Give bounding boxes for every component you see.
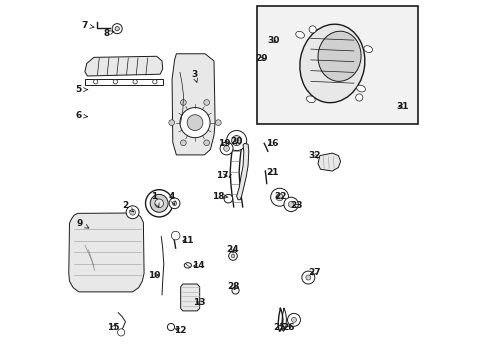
Text: 15: 15: [107, 323, 120, 332]
Text: 28: 28: [226, 282, 239, 291]
Circle shape: [126, 206, 139, 219]
Text: 20: 20: [230, 137, 243, 146]
Circle shape: [287, 202, 293, 207]
Circle shape: [231, 135, 241, 145]
Polygon shape: [85, 79, 163, 85]
Circle shape: [150, 194, 168, 212]
Circle shape: [180, 140, 186, 146]
Circle shape: [180, 108, 210, 138]
Text: 26: 26: [282, 323, 294, 332]
Ellipse shape: [299, 24, 364, 103]
Circle shape: [129, 210, 135, 215]
Circle shape: [224, 194, 232, 203]
Text: 23: 23: [290, 201, 302, 210]
Text: 3: 3: [191, 70, 197, 82]
Circle shape: [270, 188, 288, 206]
Circle shape: [113, 80, 117, 84]
Text: 25: 25: [273, 323, 285, 332]
Text: 18: 18: [212, 192, 227, 201]
Polygon shape: [69, 213, 144, 292]
Circle shape: [220, 142, 233, 155]
Circle shape: [133, 80, 137, 84]
Circle shape: [145, 190, 172, 217]
Circle shape: [117, 329, 124, 336]
Circle shape: [228, 252, 237, 260]
Circle shape: [231, 287, 239, 294]
Ellipse shape: [184, 263, 191, 268]
Text: 31: 31: [396, 102, 408, 111]
Circle shape: [226, 131, 246, 150]
Circle shape: [203, 140, 209, 146]
Text: 32: 32: [307, 151, 320, 160]
Circle shape: [168, 120, 174, 126]
Circle shape: [187, 115, 203, 131]
Text: 9: 9: [76, 219, 89, 228]
Circle shape: [167, 323, 174, 330]
Text: 1: 1: [151, 192, 159, 207]
Circle shape: [231, 254, 234, 258]
Polygon shape: [180, 284, 199, 311]
Bar: [257, 6, 418, 125]
Ellipse shape: [363, 46, 372, 53]
Circle shape: [215, 120, 221, 126]
Circle shape: [223, 145, 229, 151]
Text: 2: 2: [122, 201, 133, 212]
Text: 13: 13: [193, 298, 205, 307]
Text: 19: 19: [218, 139, 231, 148]
Circle shape: [152, 80, 157, 84]
Circle shape: [171, 231, 180, 240]
Circle shape: [169, 198, 180, 209]
Ellipse shape: [295, 31, 304, 38]
Circle shape: [172, 201, 176, 206]
Polygon shape: [172, 54, 215, 155]
Text: 11: 11: [181, 236, 193, 245]
Text: 6: 6: [76, 111, 87, 120]
Circle shape: [284, 197, 298, 212]
Text: 12: 12: [174, 326, 186, 335]
Text: 16: 16: [265, 139, 278, 148]
Text: 17: 17: [216, 171, 228, 180]
Circle shape: [355, 94, 362, 101]
Circle shape: [305, 275, 310, 280]
Circle shape: [291, 318, 296, 322]
Circle shape: [93, 80, 98, 84]
Text: 30: 30: [267, 36, 280, 45]
Text: 22: 22: [274, 192, 286, 201]
Text: 21: 21: [265, 168, 278, 177]
Circle shape: [112, 24, 122, 34]
Text: 8: 8: [103, 29, 114, 38]
Ellipse shape: [356, 85, 365, 92]
Circle shape: [308, 26, 316, 33]
Circle shape: [301, 271, 314, 284]
Text: 10: 10: [148, 270, 160, 279]
Ellipse shape: [317, 31, 360, 81]
Polygon shape: [317, 153, 340, 171]
Polygon shape: [85, 56, 163, 76]
Circle shape: [276, 194, 283, 201]
Circle shape: [180, 100, 186, 105]
Text: 7: 7: [81, 21, 94, 30]
Circle shape: [203, 100, 209, 105]
Ellipse shape: [306, 96, 315, 103]
Circle shape: [287, 314, 300, 326]
Text: 27: 27: [307, 268, 320, 277]
Circle shape: [155, 199, 163, 208]
Text: 29: 29: [255, 54, 267, 63]
Circle shape: [115, 27, 119, 31]
Text: 4: 4: [168, 192, 175, 205]
Polygon shape: [236, 143, 248, 200]
Text: 24: 24: [226, 246, 239, 255]
Text: 5: 5: [76, 85, 87, 94]
Text: 14: 14: [191, 261, 204, 270]
